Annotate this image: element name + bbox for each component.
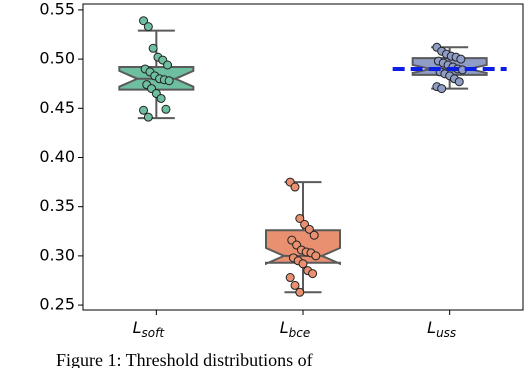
- data-point: [164, 76, 174, 86]
- data-point: [156, 93, 166, 103]
- caption: Figure 1: Threshold distributions of: [56, 350, 313, 368]
- data-point: [456, 54, 466, 64]
- data-point: [139, 105, 149, 115]
- x-tick-label: Luss: [427, 318, 456, 340]
- data-point: [309, 230, 319, 240]
- data-point: [437, 84, 447, 94]
- data-point: [143, 22, 153, 32]
- y-tick-label: 0.30: [39, 245, 75, 264]
- category-symbol: L: [427, 318, 436, 337]
- data-point: [163, 60, 173, 70]
- category-subscript: bce: [289, 326, 311, 340]
- data-point: [295, 287, 305, 297]
- data-point: [304, 224, 314, 234]
- category-symbol: L: [133, 318, 142, 337]
- data-point: [148, 43, 158, 53]
- data-point: [290, 280, 300, 290]
- y-tick-label: 0.35: [39, 196, 75, 215]
- data-point: [311, 251, 321, 261]
- category-subscript: uss: [436, 326, 456, 340]
- y-tick-label: 0.55: [39, 0, 75, 18]
- y-tick-label: 0.25: [39, 295, 75, 314]
- data-point: [161, 104, 171, 114]
- data-point: [298, 259, 308, 269]
- category-subscript: soft: [142, 326, 166, 340]
- y-tick-label: 0.50: [39, 49, 75, 68]
- y-tick-label: 0.40: [39, 147, 75, 166]
- category-symbol: L: [280, 318, 289, 337]
- x-tick-label: Lbce: [280, 318, 311, 340]
- x-tick-label: Lsoft: [133, 318, 166, 340]
- data-point: [454, 77, 464, 87]
- y-tick-label: 0.45: [39, 98, 75, 117]
- data-point: [143, 112, 153, 122]
- plot-frame: [82, 3, 524, 311]
- data-point: [308, 269, 318, 279]
- data-point: [295, 213, 305, 223]
- data-point: [139, 16, 149, 26]
- data-point: [285, 273, 295, 283]
- data-point: [290, 182, 300, 192]
